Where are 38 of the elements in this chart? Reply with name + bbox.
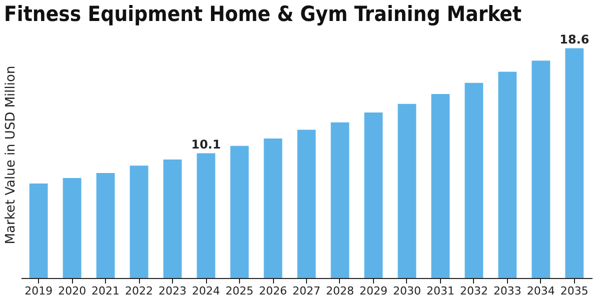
bar: [29, 184, 48, 278]
x-tick-label: 2027: [292, 284, 320, 298]
data-label: 18.6: [560, 32, 590, 46]
bar: [230, 146, 249, 278]
x-tick-label: 2026: [259, 284, 288, 298]
bar: [297, 130, 316, 278]
x-tick-label: 2025: [226, 284, 254, 298]
bar: [398, 104, 416, 278]
bar: [130, 166, 148, 278]
x-tick-label: 2028: [326, 284, 354, 298]
bar: [431, 94, 450, 278]
x-tick-label: 2034: [526, 284, 555, 298]
x-tick-label: 2022: [125, 284, 154, 298]
bar: [498, 72, 517, 278]
x-tick-label: 2020: [58, 284, 86, 298]
bar: [96, 173, 115, 278]
bar: [163, 159, 182, 278]
bar: [62, 178, 82, 278]
bar: [565, 48, 584, 278]
x-tick-label: 2029: [359, 284, 388, 298]
chart-title: Fitness Equipment Home & Gym Training Market: [4, 2, 522, 26]
x-tick-label: 2035: [560, 284, 588, 298]
y-axis-title: Market Value in USD Million: [4, 66, 18, 244]
x-tick-label: 2031: [426, 284, 454, 298]
bar: [264, 138, 282, 278]
x-tick-label: 2030: [392, 284, 421, 298]
bar: [464, 82, 484, 278]
bar: [196, 153, 216, 278]
bar: [330, 122, 350, 278]
data-label: 10.1: [191, 137, 221, 152]
x-tick-label: 2019: [24, 284, 53, 298]
x-tick-label: 2021: [92, 284, 120, 298]
x-tick-label: 2024: [192, 284, 220, 298]
x-tick-label: 2023: [158, 284, 187, 298]
x-tick-label: 2032: [460, 284, 488, 298]
x-tick-label: 2033: [493, 284, 522, 298]
bar: [532, 60, 550, 278]
bar: [364, 112, 383, 278]
